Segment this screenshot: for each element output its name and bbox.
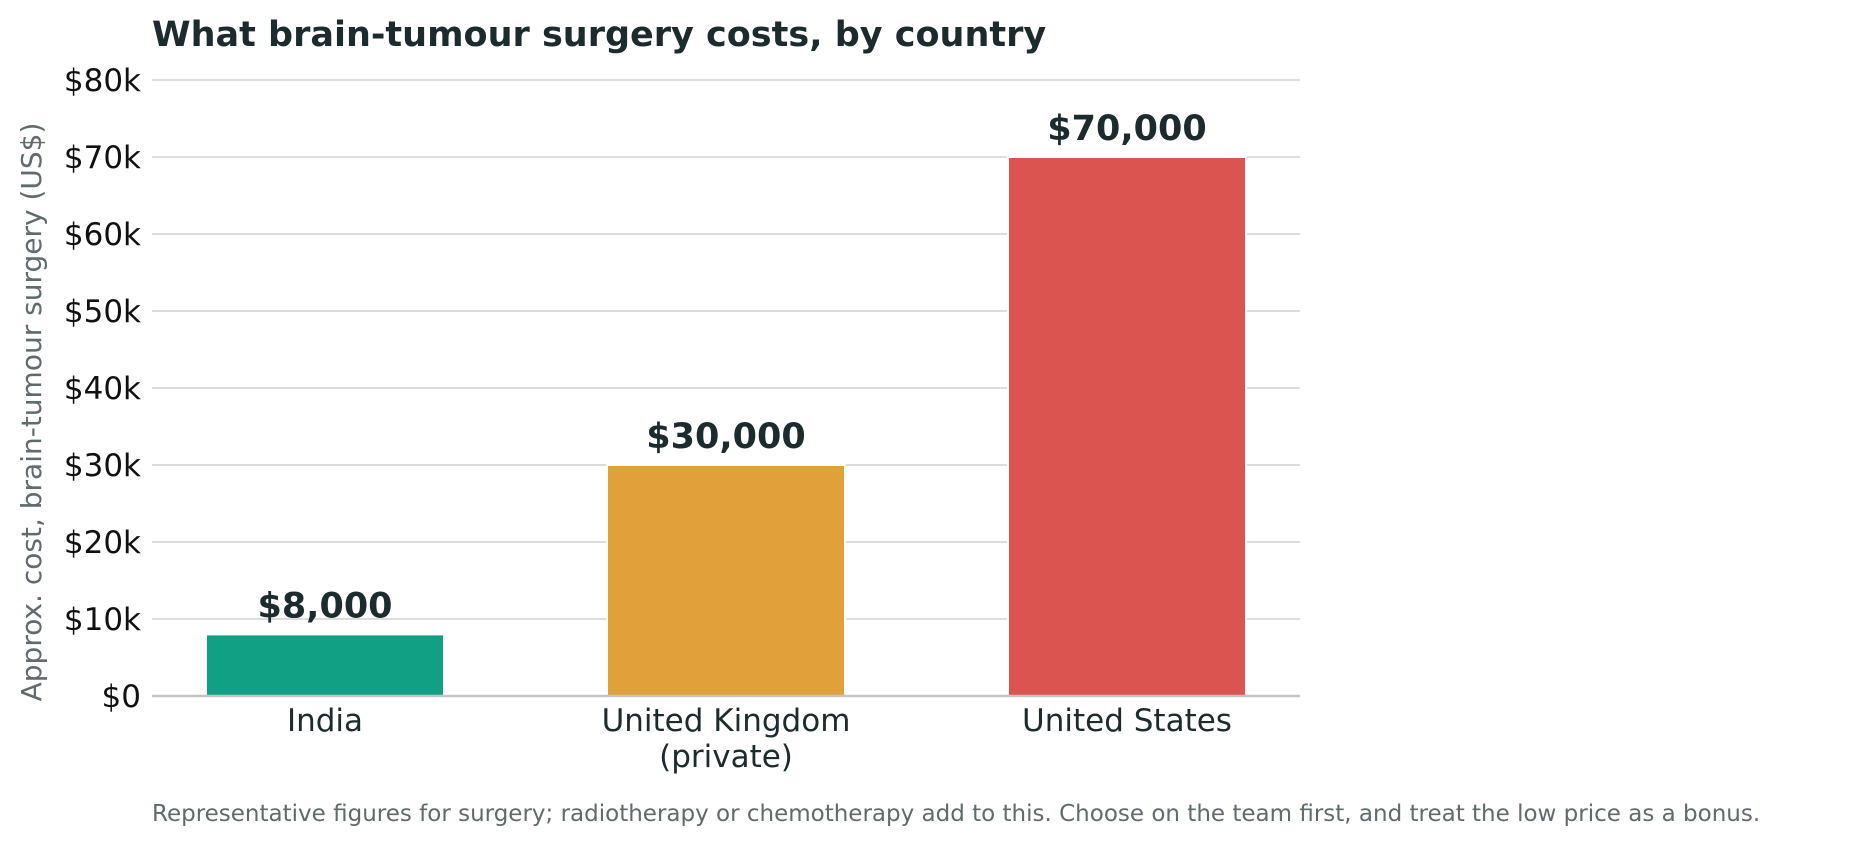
bar-value-label: $30,000	[646, 417, 805, 457]
y-tick-label: $10k	[64, 602, 141, 638]
y-tick-label: $70k	[64, 140, 141, 176]
y-tick-label: $80k	[64, 63, 141, 99]
y-axis-label: Approx. cost, brain-tumour surgery (US$)	[15, 123, 48, 702]
y-tick-label: $40k	[64, 371, 141, 407]
bar	[606, 464, 846, 697]
bar-value-label: $70,000	[1047, 109, 1206, 149]
x-tick-label: (private)	[659, 739, 793, 775]
y-tick-label: $50k	[64, 294, 141, 330]
x-tick-label: United Kingdom	[602, 703, 851, 739]
chart-title: What brain-tumour surgery costs, by coun…	[152, 15, 1046, 55]
footnote: Representative figures for surgery; radi…	[152, 801, 1760, 827]
y-tick-label: $60k	[64, 217, 141, 253]
y-tick-label: $20k	[64, 525, 141, 561]
bar-value-label: $8,000	[257, 586, 392, 626]
x-tick-label: United States	[1022, 703, 1232, 739]
bar	[1007, 156, 1247, 697]
labels: $0 $10k $20k $30k $40k $50k $60k $70k $80k $8,000…	[64, 63, 1232, 775]
y-tick-label: $0	[102, 679, 141, 715]
bars	[205, 156, 1247, 698]
y-tick-label: $30k	[64, 448, 141, 484]
bar	[205, 633, 445, 698]
x-tick-label: India	[287, 703, 363, 739]
